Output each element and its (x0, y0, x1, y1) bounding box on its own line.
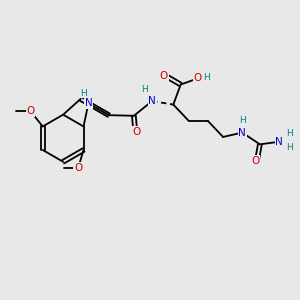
Text: H: H (80, 89, 87, 98)
Text: H: H (286, 143, 293, 152)
Text: O: O (133, 127, 141, 137)
Text: O: O (74, 163, 82, 173)
Text: O: O (160, 71, 168, 81)
Text: H: H (286, 129, 293, 138)
Text: H: H (141, 85, 148, 94)
Text: H: H (203, 73, 210, 82)
Text: N: N (275, 137, 283, 147)
Text: O: O (26, 106, 34, 116)
Text: O: O (251, 155, 260, 166)
Text: N: N (85, 98, 92, 108)
Text: N: N (148, 96, 156, 106)
Text: N: N (238, 128, 246, 138)
Text: H: H (239, 116, 246, 125)
Text: O: O (194, 73, 202, 83)
